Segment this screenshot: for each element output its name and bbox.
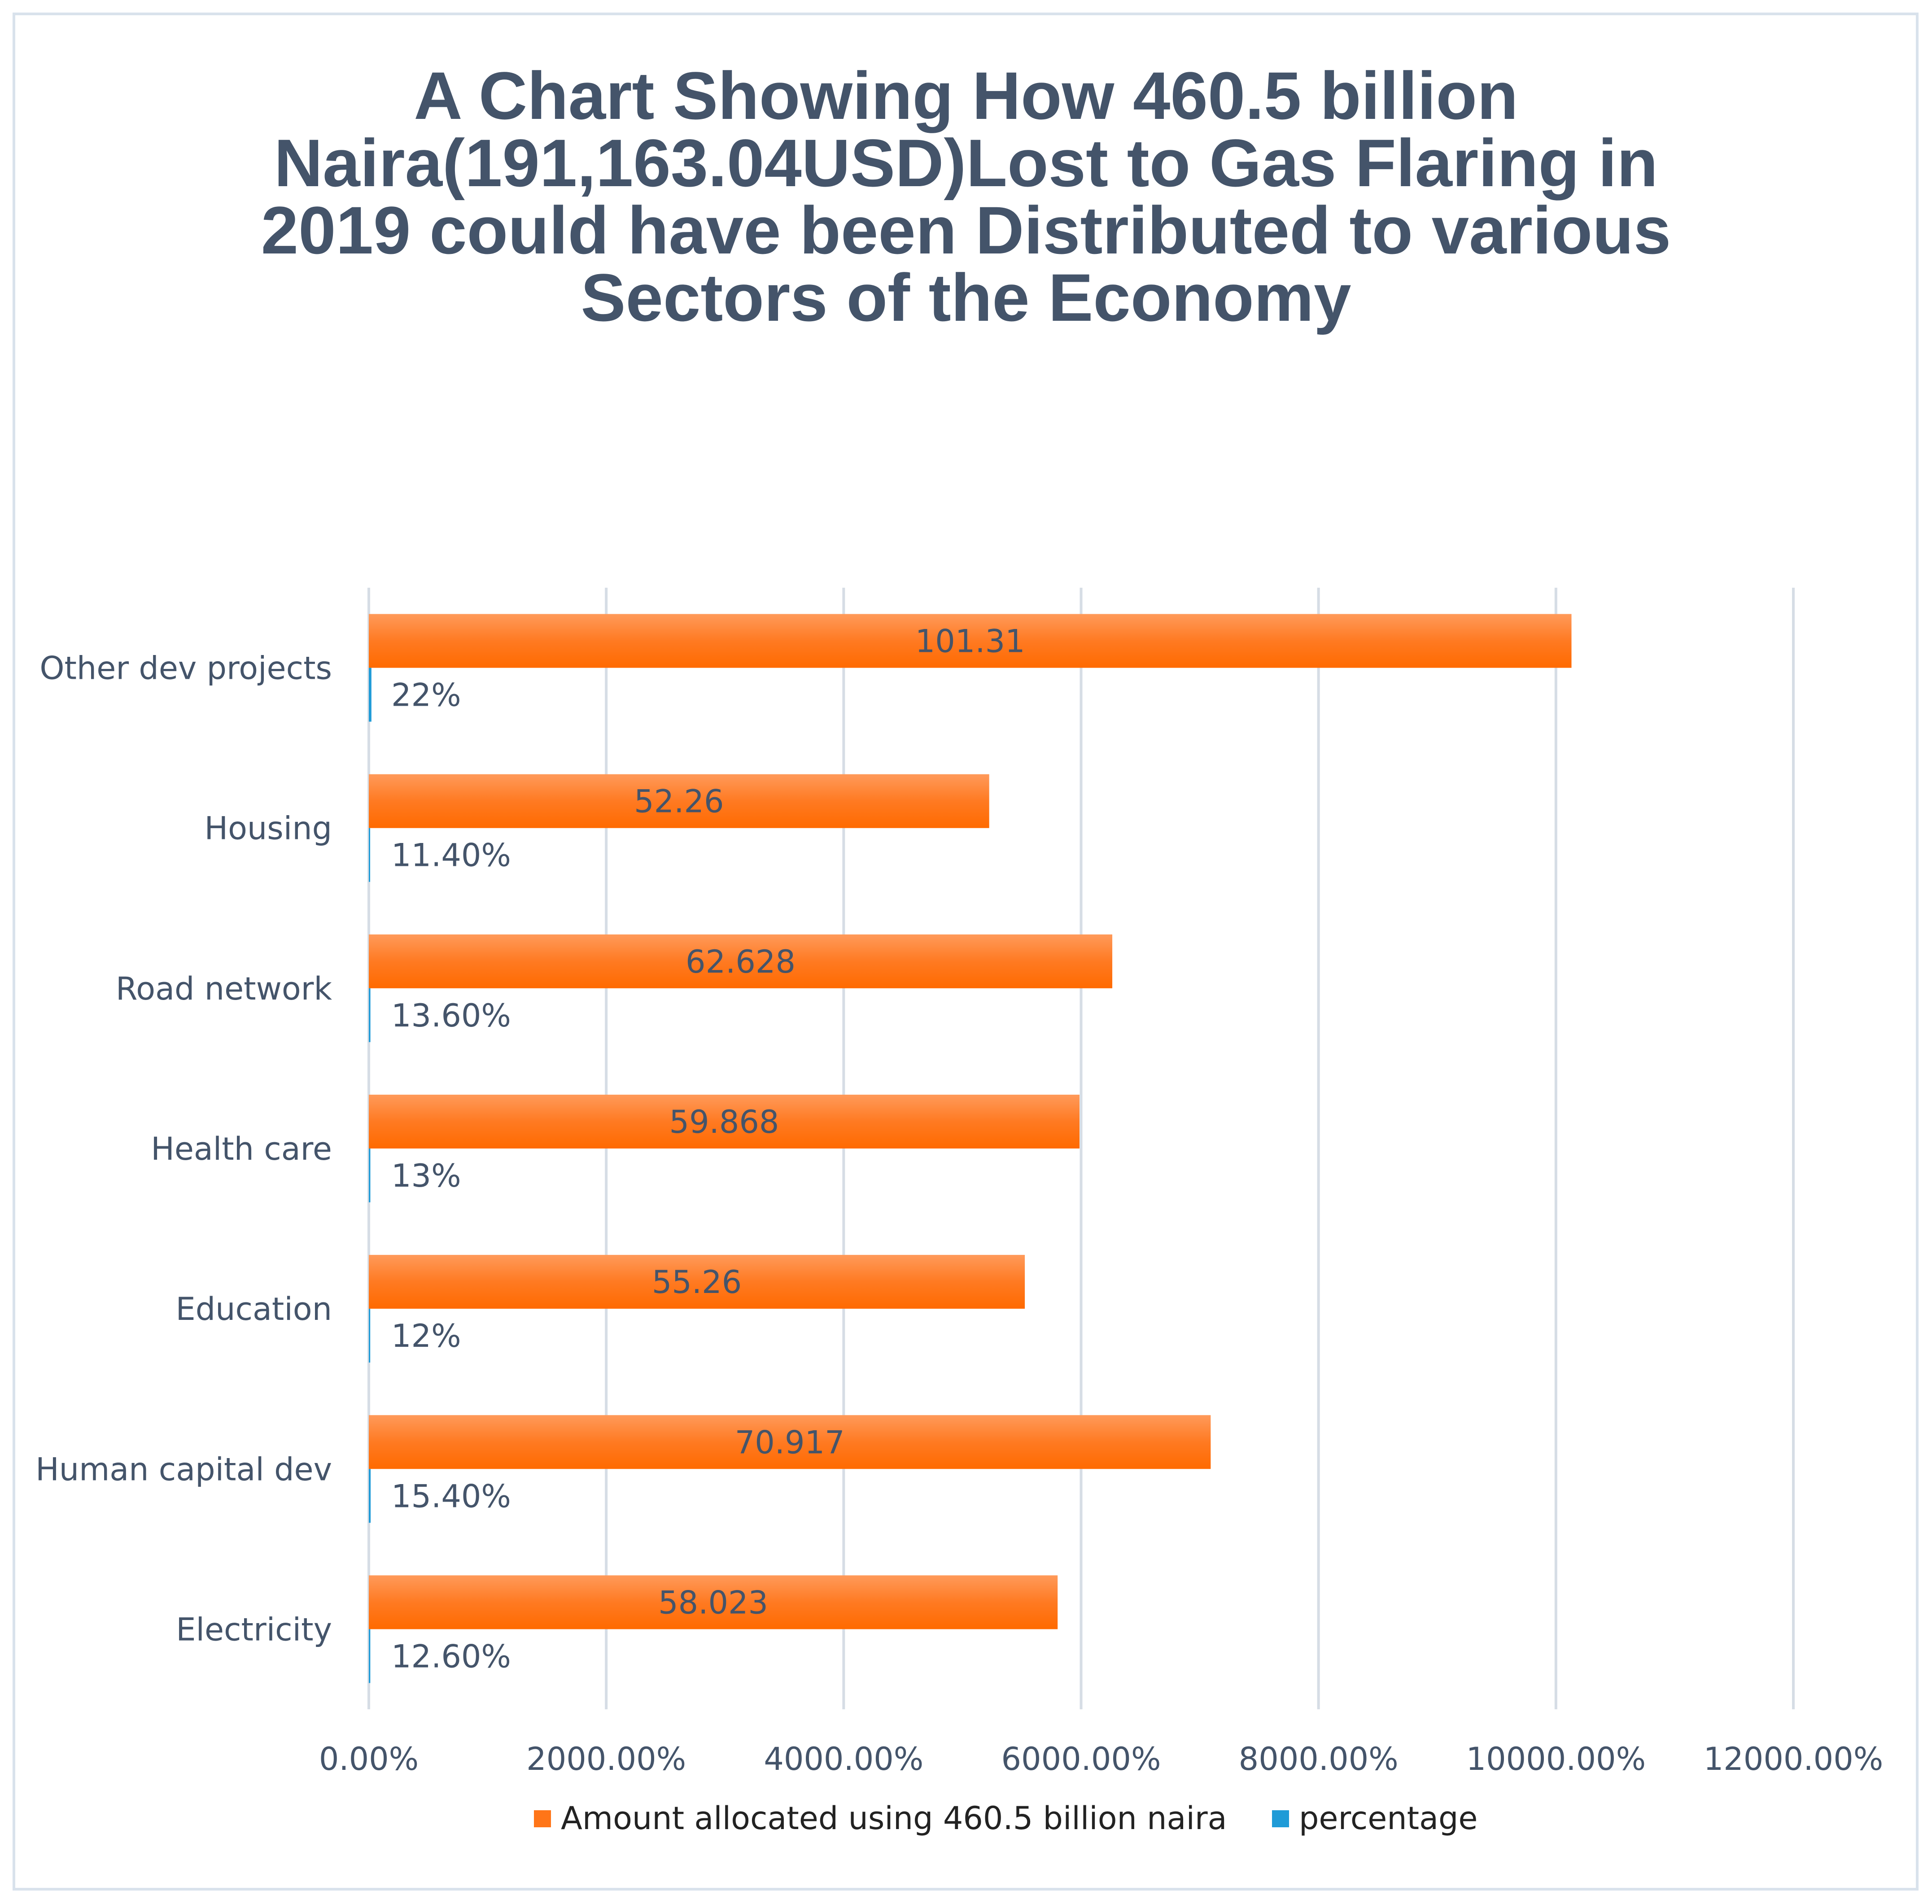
percentage-data-label: 22% bbox=[391, 677, 461, 714]
x-tick-label: 6000.00% bbox=[1001, 1741, 1161, 1777]
chart-title-line: 2019 could have been Distributed to vari… bbox=[261, 192, 1671, 268]
amount-bar bbox=[369, 774, 989, 828]
category-label: Human capital dev bbox=[35, 1451, 332, 1488]
percentage-bar bbox=[369, 668, 372, 722]
category-label: Road network bbox=[116, 970, 332, 1007]
amount-bar bbox=[369, 1575, 1058, 1629]
amount-bar bbox=[369, 934, 1113, 988]
percentage-data-label: 13.60% bbox=[391, 997, 511, 1034]
x-tick-label: 0.00% bbox=[319, 1741, 419, 1777]
percentage-bar bbox=[369, 988, 371, 1042]
x-tick-label: 10000.00% bbox=[1466, 1741, 1646, 1777]
x-tick-label: 2000.00% bbox=[526, 1741, 686, 1777]
category-label: Other dev projects bbox=[39, 650, 332, 687]
amount-bar bbox=[369, 614, 1572, 668]
percentage-bar bbox=[369, 1469, 371, 1523]
x-tick-label: 4000.00% bbox=[764, 1741, 923, 1777]
x-axis-ticks: 0.00% 2000.00% 4000.00% 6000.00% 8000.00% 100… bbox=[319, 1741, 1883, 1777]
percentage-data-label: 11.40% bbox=[391, 837, 511, 874]
amount-bar bbox=[369, 1415, 1211, 1469]
legend-swatch-amount bbox=[534, 1810, 551, 1827]
amount-data-label: 59.868 bbox=[669, 1104, 779, 1140]
x-tick-label: 12000.00% bbox=[1704, 1741, 1884, 1777]
legend-swatch-percentage bbox=[1272, 1810, 1289, 1827]
amount-bar bbox=[369, 1095, 1080, 1149]
chart-title-line: Naira(191,163.04USD)Lost to Gas Flaring … bbox=[274, 125, 1658, 201]
percentage-data-label: 12% bbox=[391, 1318, 461, 1354]
category-label: Housing bbox=[204, 810, 332, 847]
chart-title-line: Sectors of the Economy bbox=[581, 260, 1351, 335]
amount-data-label: 62.628 bbox=[686, 943, 796, 980]
category-label: Electricity bbox=[176, 1611, 332, 1648]
percentage-data-label: 12.60% bbox=[391, 1638, 511, 1675]
percentage-data-label: 15.40% bbox=[391, 1478, 511, 1515]
amount-data-label: 52.26 bbox=[634, 783, 724, 820]
percentage-bar bbox=[369, 1309, 371, 1363]
percentage-bar bbox=[369, 1149, 371, 1202]
category-labels: Other dev projects Housing Road network Hea… bbox=[35, 650, 332, 1648]
amount-data-label: 55.26 bbox=[652, 1264, 742, 1301]
legend: Amount allocated using 460.5 billion nai… bbox=[534, 1800, 1478, 1837]
legend-label-amount: Amount allocated using 460.5 billion nai… bbox=[561, 1800, 1227, 1837]
percentage-data-label: 13% bbox=[391, 1157, 461, 1194]
data-labels: 101.31 22% 52.26 11.40% 62.628 13.60% 59.868 13… bbox=[391, 623, 1025, 1675]
percentage-bar bbox=[369, 828, 371, 882]
amount-data-label: 101.31 bbox=[915, 623, 1025, 660]
chart-title-line: A Chart Showing How 460.5 billion bbox=[414, 58, 1518, 133]
amount-data-label: 58.023 bbox=[658, 1584, 768, 1621]
amount-bar bbox=[369, 1255, 1025, 1309]
category-label: Education bbox=[176, 1291, 332, 1328]
legend-label-percentage: percentage bbox=[1299, 1800, 1478, 1837]
category-label: Health care bbox=[151, 1131, 332, 1167]
percentage-bar bbox=[369, 1629, 371, 1683]
bars bbox=[369, 614, 1572, 1683]
x-tick-label: 8000.00% bbox=[1239, 1741, 1399, 1777]
chart-title: A Chart Showing How 460.5 billionNaira(1… bbox=[261, 58, 1671, 335]
amount-data-label: 70.917 bbox=[735, 1424, 845, 1461]
